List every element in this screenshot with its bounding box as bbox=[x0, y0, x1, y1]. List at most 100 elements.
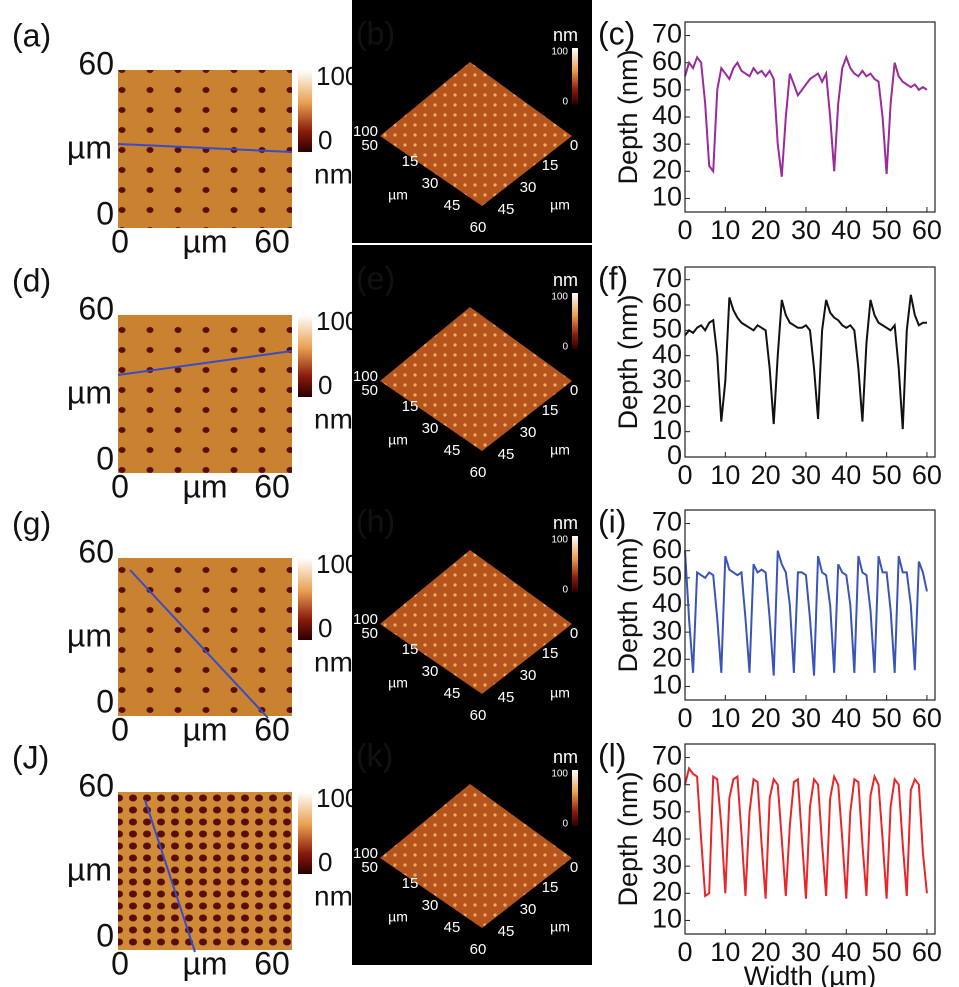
x-tick-label: 0 bbox=[677, 460, 692, 490]
depth-line bbox=[684, 766, 928, 899]
x-tick-label: 20 bbox=[751, 215, 781, 245]
y-tick-label: 40 bbox=[652, 588, 682, 618]
profile-line bbox=[117, 350, 293, 376]
axis-unit: µm bbox=[388, 187, 408, 203]
colorbar bbox=[572, 770, 578, 826]
colorbar-unit: nm bbox=[314, 646, 353, 677]
y-tick-label: 0 bbox=[667, 440, 682, 470]
y-tick-label: 30 bbox=[652, 127, 682, 157]
x-tick-label: 10 bbox=[710, 215, 740, 245]
x-tick-label: 20 bbox=[751, 460, 781, 490]
colorbar-label: 100 bbox=[551, 535, 568, 546]
z-tick-label: 100 bbox=[353, 611, 378, 628]
x-tick-label: 0 bbox=[677, 215, 692, 245]
axis-tick-label: 15 bbox=[402, 153, 419, 170]
y-tick-label: 20 bbox=[652, 642, 682, 672]
colorbar-label: 100 bbox=[551, 769, 568, 780]
colorbar bbox=[572, 48, 578, 104]
x-axis-unit: µm bbox=[182, 711, 227, 747]
z-tick-label: 50 bbox=[361, 137, 378, 154]
y-tick-label: 70 bbox=[652, 741, 682, 771]
y-tick-label: 30 bbox=[652, 849, 682, 879]
afm-3d-surface bbox=[380, 62, 572, 206]
y-tick-label: 70 bbox=[652, 507, 682, 537]
colorbar bbox=[298, 558, 312, 640]
axis-unit: µm bbox=[550, 442, 570, 458]
x-tick-label: 30 bbox=[791, 937, 821, 967]
x-tick-label: 50 bbox=[872, 937, 902, 967]
colorbar-label: 0 bbox=[318, 125, 332, 155]
y-tick-label: 60 bbox=[652, 534, 682, 564]
colorbar-label: 0 bbox=[318, 847, 332, 877]
axis-tick-label: 45 bbox=[498, 923, 515, 940]
x-axis-unit: µm bbox=[182, 223, 227, 259]
axis-tick-label: 45 bbox=[498, 689, 515, 706]
y-tick-label: 60 bbox=[78, 767, 114, 803]
y-tick-label: 20 bbox=[652, 876, 682, 906]
y-axis-label: Depth (nm) bbox=[613, 294, 643, 429]
y-tick-label: 60 bbox=[78, 533, 114, 569]
y-tick-label: 30 bbox=[652, 615, 682, 645]
y-tick-label: 50 bbox=[652, 561, 682, 591]
x-tick-label: 50 bbox=[872, 215, 902, 245]
y-tick-label: 10 bbox=[652, 415, 682, 445]
colorbar-unit: nm bbox=[553, 513, 578, 533]
x-tick-label: 30 bbox=[791, 703, 821, 733]
panel-label: (k) bbox=[356, 737, 393, 773]
y-tick-label: 40 bbox=[652, 100, 682, 130]
panel-label: (d) bbox=[12, 262, 51, 298]
y-tick-label: 0 bbox=[96, 683, 114, 719]
colorbar-label: 0 bbox=[318, 613, 332, 643]
colorbar-unit: nm bbox=[553, 270, 578, 290]
x-axis-label: Width (µm) bbox=[744, 961, 877, 987]
x-tick-label: 0 bbox=[111, 711, 129, 747]
plot-frame bbox=[684, 743, 936, 935]
y-tick-label: 0 bbox=[96, 195, 114, 231]
axis-tick-label: 0 bbox=[570, 382, 578, 399]
axis-tick-label: 30 bbox=[422, 897, 439, 914]
y-tick-label: 0 bbox=[96, 917, 114, 953]
panel-label: (e) bbox=[356, 260, 395, 296]
x-tick-label: 30 bbox=[791, 215, 821, 245]
depth-line bbox=[684, 550, 928, 676]
y-tick-label: 10 bbox=[652, 904, 682, 934]
axis-tick-label: 60 bbox=[470, 941, 487, 958]
x-tick-label: 50 bbox=[872, 460, 902, 490]
panel-label: (l) bbox=[598, 737, 626, 773]
x-tick-label: 0 bbox=[677, 703, 692, 733]
axis-tick-label: 30 bbox=[422, 663, 439, 680]
x-tick-label: 0 bbox=[111, 223, 129, 259]
x-tick-label: 40 bbox=[831, 460, 861, 490]
panel-label: (h) bbox=[356, 503, 395, 539]
y-tick-label: 10 bbox=[652, 182, 682, 212]
x-tick-label: 60 bbox=[912, 215, 942, 245]
x-tick-label: 0 bbox=[677, 937, 692, 967]
colorbar-label: 0 bbox=[562, 585, 568, 596]
colorbar-unit: nm bbox=[553, 747, 578, 767]
colorbar-label: 0 bbox=[562, 97, 568, 108]
colorbar-label: 0 bbox=[562, 819, 568, 830]
axis-tick-label: 45 bbox=[444, 685, 461, 702]
panel-label: (c) bbox=[598, 15, 635, 51]
x-tick-label: 60 bbox=[254, 468, 290, 504]
colorbar-label: 100 bbox=[551, 47, 568, 58]
profile-line bbox=[117, 143, 293, 153]
axis-unit: µm bbox=[388, 909, 408, 925]
afm-3d-surface bbox=[380, 550, 572, 694]
y-tick-label: 40 bbox=[652, 822, 682, 852]
panel-label: (f) bbox=[598, 260, 628, 296]
axis-unit: µm bbox=[388, 675, 408, 691]
y-tick-label: 10 bbox=[652, 670, 682, 700]
y-tick-label: 30 bbox=[652, 364, 682, 394]
profile-line bbox=[144, 799, 196, 953]
axis-unit: µm bbox=[550, 197, 570, 213]
colorbar bbox=[572, 293, 578, 349]
y-tick-label: 20 bbox=[652, 154, 682, 184]
y-tick-label: 0 bbox=[96, 440, 114, 476]
axis-tick-label: 30 bbox=[520, 667, 537, 684]
axis-tick-label: 30 bbox=[520, 901, 537, 918]
colorbar bbox=[298, 792, 312, 874]
colorbar bbox=[298, 315, 312, 397]
y-tick-label: 70 bbox=[652, 263, 682, 293]
